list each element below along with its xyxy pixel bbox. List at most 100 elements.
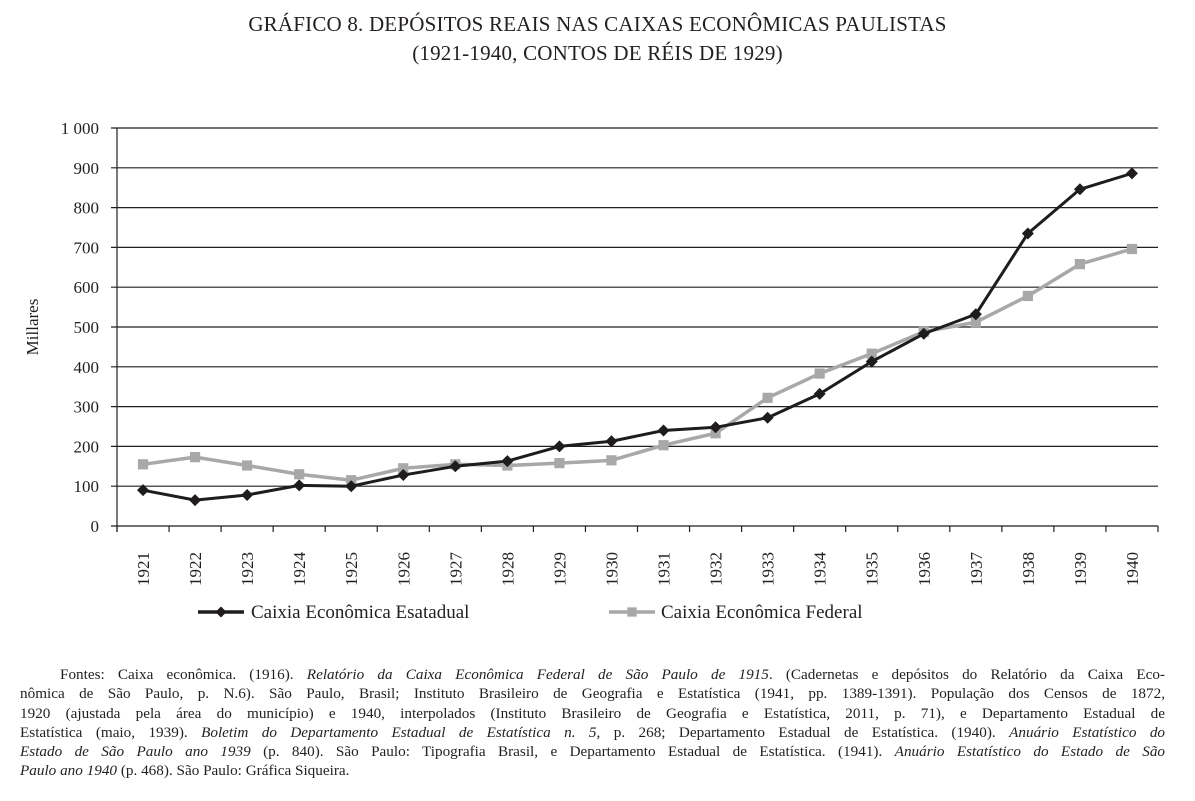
x-tick-label: 1921 bbox=[134, 552, 153, 586]
data-point-square bbox=[814, 368, 825, 379]
data-point-diamond bbox=[1125, 167, 1138, 180]
y-tick-label: 300 bbox=[74, 398, 100, 417]
chart-subtitle: (1921-1940, CONTOS DE RÉIS DE 1929) bbox=[412, 41, 783, 65]
y-tick-label: 200 bbox=[74, 437, 100, 456]
data-point-diamond bbox=[917, 327, 930, 340]
x-tick-label: 1937 bbox=[967, 552, 986, 587]
footnote-text: p. 268; Departamento Estadual de Estatís… bbox=[600, 723, 1010, 741]
data-point-square bbox=[970, 317, 981, 328]
data-point-diamond bbox=[189, 494, 202, 507]
legend-label: Caixia Econômica Federal bbox=[661, 602, 863, 623]
footnote-text: (p. 468). São Paulo: Gráfica Siqueira. bbox=[117, 762, 350, 780]
data-point-square bbox=[554, 458, 565, 469]
axes bbox=[116, 128, 1159, 532]
data-point-square bbox=[762, 392, 773, 403]
series-federal bbox=[137, 243, 1138, 486]
data-point-diamond bbox=[657, 424, 670, 437]
footnote-line: Estatística (maio, 1939). Boletim do Dep… bbox=[20, 723, 1165, 742]
series-lines bbox=[137, 167, 1138, 507]
data-point-diamond bbox=[241, 488, 254, 501]
data-point-diamond bbox=[137, 484, 150, 497]
series-estadual bbox=[137, 167, 1138, 507]
x-tick-labels: 1921 1922 1923 1924 1925 1926 1927 1928 1929 1930… bbox=[134, 552, 1142, 587]
data-point-diamond bbox=[1073, 183, 1086, 196]
data-point-diamond bbox=[293, 479, 306, 492]
footnote-italic: Boletim do Departamento Estadual de Esta… bbox=[201, 723, 601, 741]
data-point-diamond bbox=[449, 460, 462, 473]
data-point-square bbox=[1022, 290, 1033, 302]
data-point-diamond bbox=[865, 355, 878, 368]
y-axis-label: Millares bbox=[23, 299, 42, 356]
data-point-square bbox=[866, 348, 877, 359]
data-point-square bbox=[294, 469, 305, 480]
gridlines bbox=[111, 127, 1158, 527]
x-tick-label: 1928 bbox=[498, 552, 517, 586]
y-tick-label: 0 bbox=[91, 517, 100, 536]
x-tick-label: 1932 bbox=[707, 552, 726, 586]
data-point-diamond bbox=[709, 421, 722, 434]
data-point-square bbox=[1074, 259, 1086, 270]
footnote-italic: Anuário Estatístico do bbox=[1009, 723, 1166, 741]
series-line bbox=[142, 171, 1133, 502]
x-tick-label: 1923 bbox=[238, 552, 257, 586]
data-point-diamond bbox=[605, 435, 618, 448]
y-tick-label: 500 bbox=[74, 318, 100, 337]
data-point-diamond bbox=[215, 606, 227, 618]
footnote-line: Paulo ano 1940 (p. 468). São Paulo: Gráf… bbox=[20, 761, 1165, 780]
x-tick-label: 1934 bbox=[811, 552, 830, 587]
footnote-line: Estado de São Paulo ano 1939 (p. 840). S… bbox=[20, 742, 1165, 761]
data-point-square bbox=[606, 455, 617, 466]
x-tick-label: 1927 bbox=[446, 552, 465, 587]
x-tick-label: 1940 bbox=[1123, 552, 1142, 586]
y-tick-label: 800 bbox=[74, 199, 100, 218]
y-tick-label: 700 bbox=[74, 238, 100, 257]
y-tick-label: 100 bbox=[74, 477, 100, 496]
x-tick-label: 1936 bbox=[915, 552, 934, 586]
x-tick-label: 1939 bbox=[1071, 552, 1090, 586]
data-point-square bbox=[658, 440, 669, 451]
data-point-diamond bbox=[969, 308, 982, 321]
data-point-square bbox=[242, 460, 253, 471]
footnote-italic: Anuário Estatístico do Estado de São bbox=[894, 743, 1166, 761]
data-point-diamond bbox=[397, 469, 410, 482]
data-point-diamond bbox=[553, 440, 566, 453]
y-tick-label: 600 bbox=[74, 278, 100, 297]
data-point-diamond bbox=[345, 480, 358, 493]
x-tick-label: 1922 bbox=[186, 552, 205, 586]
footnote-text: Estatística (maio, 1939). bbox=[20, 723, 202, 741]
footnote-text: (p. 840). São Paulo: Tipografia Brasil, … bbox=[250, 743, 895, 761]
data-point-square bbox=[189, 452, 201, 463]
sources-footnote: Fontes: Caixa econômica. (1916). Relatór… bbox=[20, 665, 1165, 781]
x-tick-label: 1924 bbox=[290, 552, 309, 587]
data-point-square bbox=[1126, 243, 1138, 255]
y-tick-labels: 0 100 200 300 400 500 600 700 800 900 1 000 bbox=[61, 119, 99, 536]
chart-title: GRÁFICO 8. DEPÓSITOS REAIS NAS CAIXAS EC… bbox=[248, 12, 947, 36]
y-tick-label: 900 bbox=[74, 159, 100, 178]
footnote-line: 1920 (ajustada pela área do município) e… bbox=[20, 704, 1165, 722]
footnote-text: Fontes: Caixa econômica. (1916). bbox=[60, 666, 307, 683]
y-tick-label: 1 000 bbox=[61, 119, 99, 138]
footnote-italic: Relatório da Caixa Econômica Federal de … bbox=[306, 666, 769, 683]
y-tick-label: 400 bbox=[74, 358, 100, 377]
data-point-square bbox=[398, 463, 409, 474]
x-tick-label: 1933 bbox=[759, 552, 778, 586]
footnote-italic: Paulo ano 1940 bbox=[20, 762, 118, 780]
footnote-text: . (Cadernetas e depósitos do Relatório d… bbox=[768, 666, 1165, 683]
data-point-diamond bbox=[501, 455, 514, 468]
x-tick-label: 1930 bbox=[602, 552, 621, 586]
x-tick-label: 1926 bbox=[394, 552, 413, 586]
x-tick-label: 1925 bbox=[342, 552, 361, 586]
data-point-diamond bbox=[813, 387, 826, 400]
footnote-italic: Estado de São Paulo ano 1939 bbox=[20, 743, 251, 761]
data-point-diamond bbox=[1021, 227, 1034, 240]
data-point-diamond bbox=[761, 411, 774, 424]
legend-item-estadual: Caixia Econômica Esatadual bbox=[198, 602, 469, 623]
data-point-square bbox=[137, 459, 149, 470]
footnote-line: nômica de São Paulo, p. N.6). São Paulo,… bbox=[20, 685, 1165, 703]
legend: Caixia Econômica Esatadual Caixia Econômi… bbox=[198, 602, 863, 623]
series-line bbox=[142, 247, 1133, 482]
x-tick-label: 1935 bbox=[863, 552, 882, 586]
x-tick-label: 1929 bbox=[550, 552, 569, 586]
legend-item-federal: Caixia Econômica Federal bbox=[609, 602, 863, 623]
